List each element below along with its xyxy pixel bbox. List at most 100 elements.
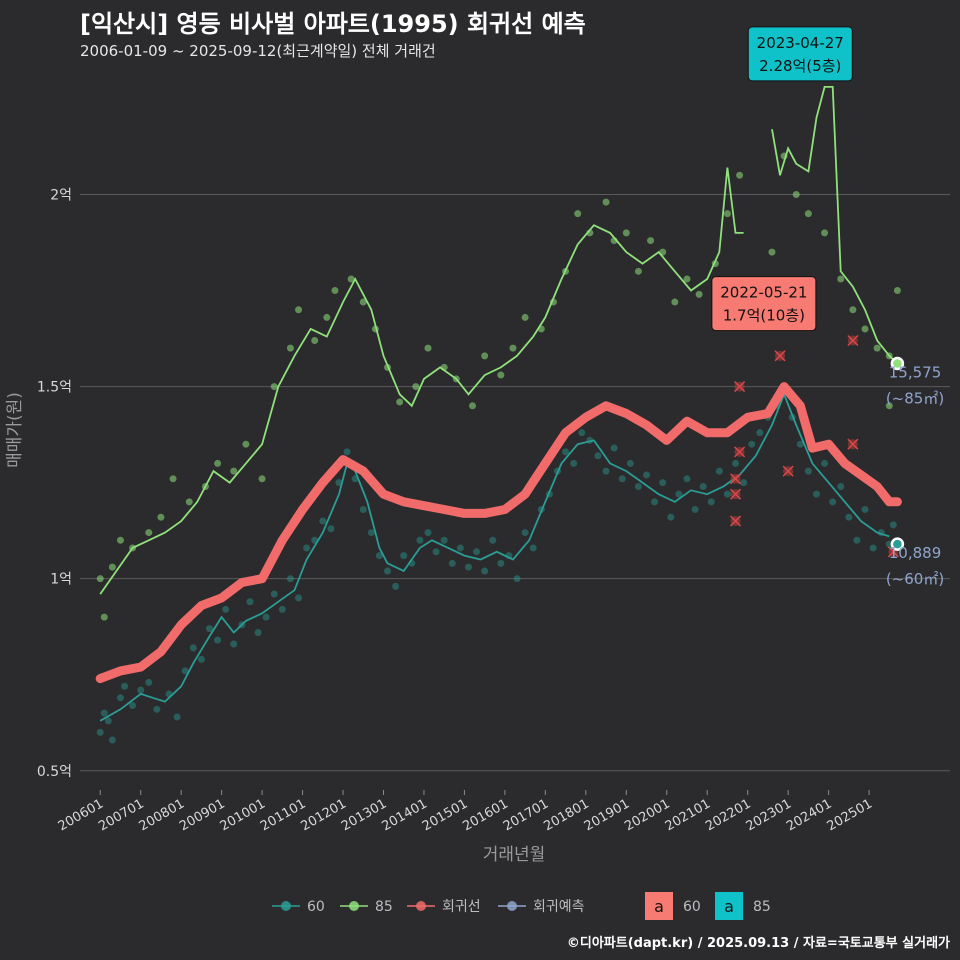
point-85: [412, 383, 420, 391]
x-tick-label: 201901: [582, 796, 632, 834]
point-60: [812, 490, 820, 498]
x-mark: [734, 381, 746, 393]
x-axis-ticks: 2006012007012008012009012010012011012012…: [56, 790, 875, 834]
point-60: [153, 705, 161, 713]
series-line-60: [99, 391, 890, 722]
end-point-60: [890, 537, 905, 551]
legend-annot-label: 85: [753, 899, 771, 915]
regression-line: [95, 382, 902, 684]
point-60: [683, 475, 691, 483]
annotation-price: 1.7억(10층): [723, 307, 805, 325]
point-85: [768, 248, 776, 256]
point-85: [647, 237, 655, 245]
legend-label: 회귀선: [442, 899, 481, 915]
point-60: [121, 682, 129, 690]
point-60: [359, 506, 367, 514]
point-60: [181, 667, 189, 675]
point-85: [108, 563, 116, 571]
legend-swatch-dot: [416, 901, 426, 911]
y-axis-ticks: 0.5억 1억 1.5억 2억: [37, 187, 72, 779]
point-60: [562, 448, 570, 456]
point-85: [574, 210, 582, 218]
point-60: [319, 517, 327, 525]
x-tick-label: 201801: [541, 796, 591, 834]
legend-label: 85: [375, 899, 393, 915]
x-mark-cross: [730, 473, 742, 485]
point-60: [375, 552, 383, 560]
legend-annot-85: a 85: [715, 892, 771, 920]
point-85: [723, 210, 731, 218]
x-mark: [774, 350, 786, 362]
grid: [80, 193, 950, 772]
point-85: [157, 513, 165, 521]
point-60: [889, 521, 897, 529]
x-tick-label: 201101: [258, 796, 308, 834]
legend-annot-60: a 60: [645, 892, 701, 920]
x-tick-label: 200701: [96, 796, 146, 834]
point-85: [481, 352, 489, 360]
point-60: [303, 544, 311, 552]
point-85: [695, 290, 703, 298]
point-85: [893, 287, 901, 295]
point-85: [602, 198, 610, 206]
point-60: [748, 440, 756, 448]
legend-item-reg: 회귀선: [407, 899, 481, 915]
regression-line-path: [95, 382, 902, 684]
legend-annot-box: [645, 892, 673, 920]
caption: ©디아파트(dapt.kr) / 2025.09.13 / 자료=국토교통부 실…: [566, 936, 950, 951]
point-60: [270, 590, 278, 598]
point-60: [756, 429, 764, 437]
point-85: [116, 536, 124, 544]
point-60: [100, 709, 108, 717]
chart-subtitle: 2006-01-09 ~ 2025-09-12(최근계약일) 전체 거래건: [80, 42, 436, 60]
point-85: [736, 171, 744, 179]
point-60: [699, 482, 707, 490]
point-60: [96, 728, 104, 736]
point-60: [254, 628, 262, 636]
series-lines: [99, 86, 899, 722]
point-60: [481, 567, 489, 575]
legend: 60 85 회귀선 회귀예측 a 60 a 85: [272, 892, 771, 920]
x-mark-cross: [730, 515, 742, 527]
point-60: [392, 582, 400, 590]
legend-item-85: 85: [340, 899, 393, 915]
point-60: [214, 636, 222, 644]
point-60: [707, 498, 715, 506]
annotation-box: [747, 26, 853, 82]
point-60: [464, 563, 472, 571]
point-60: [610, 444, 618, 452]
point-85: [331, 287, 339, 295]
point-60: [205, 625, 213, 633]
point-60: [197, 655, 205, 663]
point-85: [837, 275, 845, 283]
y-axis-label: 매매가(원): [5, 392, 25, 468]
point-60: [129, 701, 137, 709]
end-label-value: 15,575: [889, 364, 942, 382]
point-85: [683, 275, 691, 283]
point-60: [432, 548, 440, 556]
point-60: [626, 459, 634, 467]
point-60: [222, 605, 230, 613]
point-60: [489, 536, 497, 544]
point-85: [214, 459, 222, 467]
point-60: [837, 482, 845, 490]
y-tick-label: 2억: [50, 187, 72, 203]
x-tick-label: 201301: [339, 796, 389, 834]
annotation-date: 2022-05-21: [720, 284, 807, 302]
point-60: [108, 736, 116, 744]
series-line-85: [99, 167, 744, 595]
y-tick-label: 1억: [50, 572, 72, 588]
x-tick-label: 201201: [299, 796, 349, 834]
x-tick-label: 200801: [137, 796, 187, 834]
point-60: [594, 452, 602, 460]
x-tick-label: 202401: [784, 796, 834, 834]
point-85: [258, 475, 266, 483]
point-60: [845, 513, 853, 521]
point-85: [347, 275, 355, 283]
point-60: [327, 525, 335, 533]
point-60: [715, 467, 723, 475]
y-tick-label: 1.5억: [37, 380, 72, 396]
x-mark: [847, 334, 859, 347]
point-60: [643, 471, 651, 479]
x-tick-label: 202001: [622, 796, 672, 834]
